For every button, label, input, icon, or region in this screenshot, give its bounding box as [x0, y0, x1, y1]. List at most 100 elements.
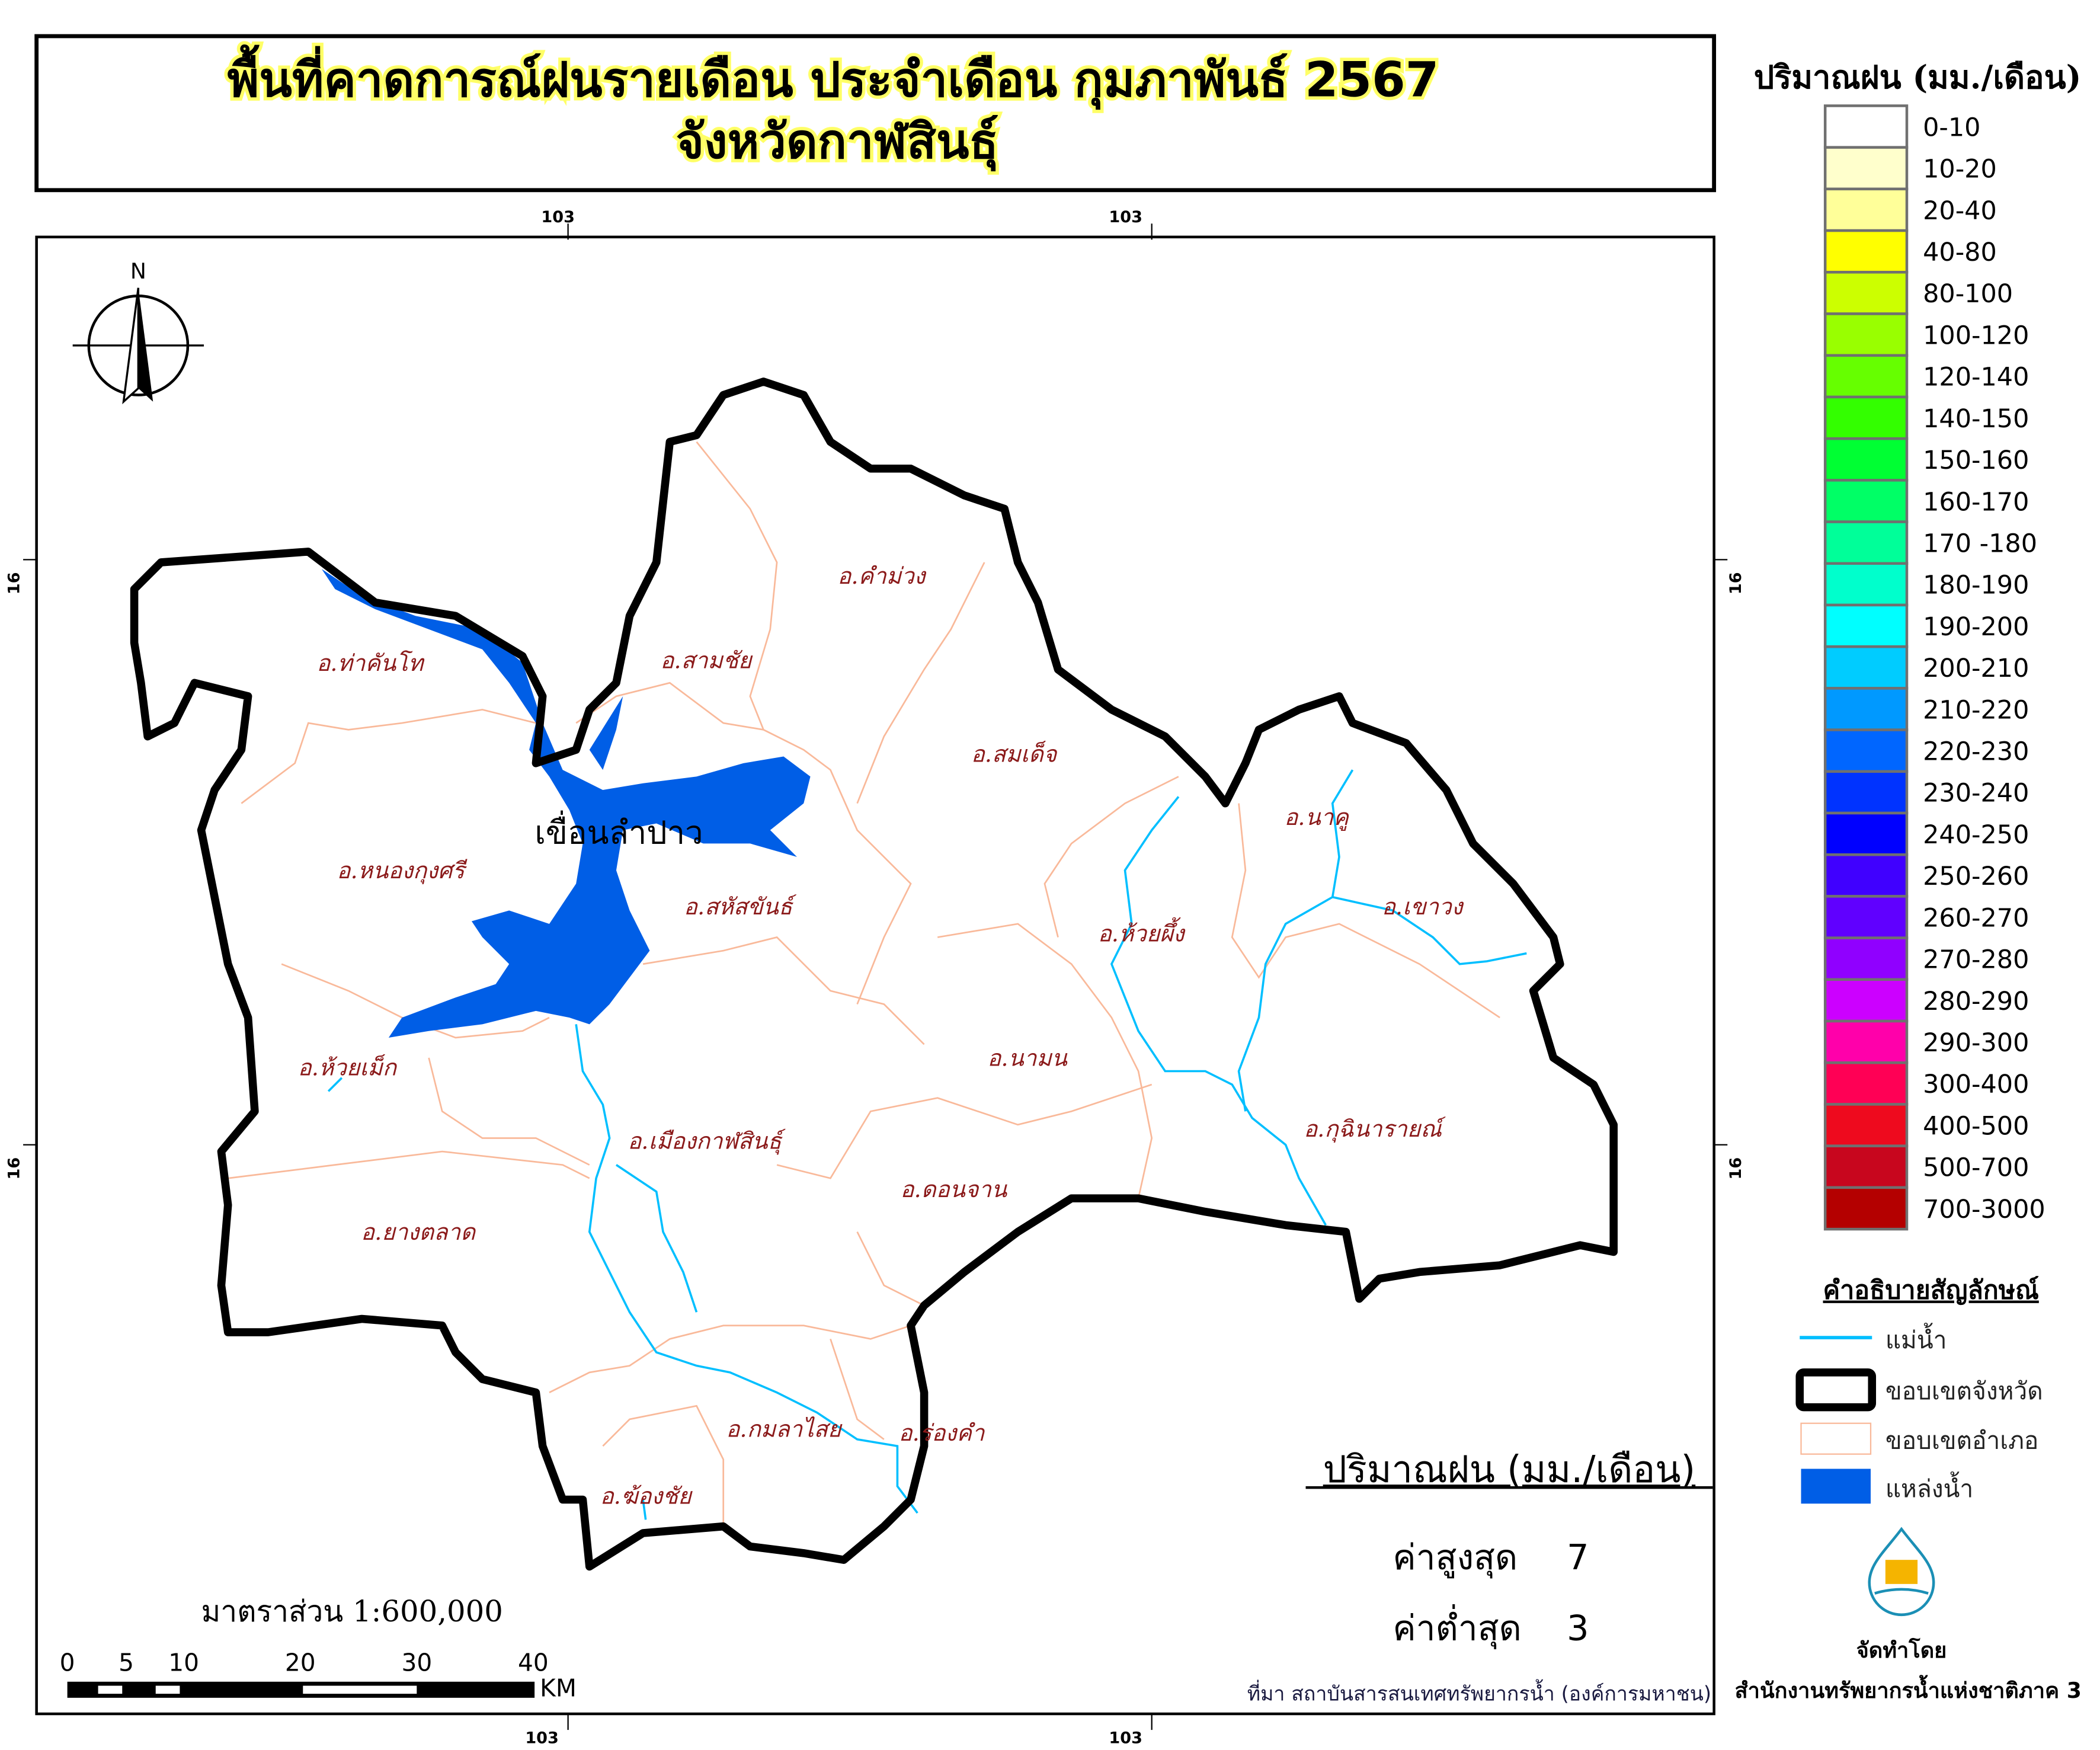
river-label: แม่น้ำ [1885, 1323, 1947, 1354]
symbol-legend: คำอธิบายสัญลักษณ์ แม่น้ำ ขอบเขตจังหวัด ข… [1795, 1276, 2043, 1504]
district-boundary-symbol [1800, 1422, 1872, 1455]
district-label-sam-chai: อ.สามชัย [660, 647, 753, 674]
legend-label: 230-240 [1923, 779, 2029, 808]
district-label-kamalasai: อ.กมลาไสย [726, 1416, 843, 1442]
reservoir-label: เขื่อนลำปาว [534, 810, 703, 851]
legend-label: 400-500 [1923, 1111, 2029, 1141]
title-box: พื้นที่คาดการณ์ฝนรายเดือน ประจำเดือน กุม… [34, 34, 1717, 193]
legend-label: 20-40 [1923, 196, 1997, 226]
legend-swatch [1823, 1186, 1909, 1231]
district-label-kham-muang: อ.คำม่วง [837, 563, 926, 590]
province-boundary [130, 377, 1618, 1571]
rainfall-stats: ปริมาณฝน (มม./เดือน) ค่าสูงสุด 7 ค่าต่ำส… [1305, 1447, 1713, 1650]
district-labels: อ.คำม่วง อ.สามชัย อ.ท่าคันโท อ.สมเด็จ อ.… [298, 563, 1464, 1509]
water-body-label: แหล่งน้ำ [1885, 1471, 1973, 1503]
district-label-kuchinarai: อ.กุฉินารายณ์ [1304, 1116, 1446, 1143]
legend-swatch [1823, 354, 1909, 399]
district-label-huai-phueng: อ.ห้วยผึ้ง [1098, 917, 1186, 947]
legend-swatch [1823, 770, 1909, 815]
stats-title: ปริมาณฝน (มม./เดือน) [1323, 1447, 1696, 1491]
scale-tick-10: 10 [168, 1649, 199, 1677]
producer-name: สำนักงานทรัพยากรน้ำแห่งชาติภาค 3 [1735, 1675, 2082, 1703]
min-label: ค่าต่ำสุด [1392, 1604, 1521, 1650]
north-label: N [130, 258, 146, 284]
legend-label: 700-3000 [1923, 1195, 2045, 1224]
legend-swatch [1823, 603, 1909, 648]
legend-swatch [1823, 479, 1909, 523]
district-label-mueang-kalasin: อ.เมืองกาฬสินธุ์ [628, 1128, 786, 1156]
scale-text: มาตราส่วน 1:600,000 [201, 1594, 503, 1629]
legend-label: 180-190 [1923, 571, 2029, 600]
legend-title: ปริมาณฝน (มม./เดือน) [1754, 58, 2082, 96]
rivers [327, 769, 1527, 1520]
legend-swatch [1823, 146, 1909, 191]
legend-label: 10-20 [1923, 155, 1997, 184]
legend-label: 210-220 [1923, 695, 2029, 725]
north-arrow-icon: N [72, 258, 204, 405]
district-label-don-chan: อ.ดอนจาน [900, 1176, 1008, 1203]
legend-swatch [1823, 187, 1909, 232]
district-label-somdet: อ.สมเด็จ [971, 741, 1058, 768]
province-boundary-symbol [1795, 1368, 1877, 1412]
district-label-sahatsakhan: อ.สหัสขันธ์ [684, 894, 797, 920]
tick-left-1: 16 [5, 572, 23, 594]
legend-swatch [1823, 312, 1909, 357]
tick-left-2: 16 [5, 1157, 23, 1180]
tick-top-1: 103 [541, 208, 575, 226]
scale-tick-40: 40 [518, 1649, 549, 1677]
map-title: พื้นที่คาดการณ์ฝนรายเดือน ประจำเดือน กุม… [228, 44, 1439, 110]
max-label: ค่าสูงสุด [1392, 1537, 1518, 1579]
legend-swatch [1823, 936, 1909, 981]
min-value: 3 [1567, 1608, 1589, 1649]
legend-swatch [1823, 562, 1909, 607]
district-boundary-label: ขอบเขตอำเภอ [1885, 1426, 2038, 1455]
legend-swatch [1823, 1019, 1909, 1064]
tick-right-2: 16 [1727, 1157, 1745, 1180]
legend-label: 280-290 [1923, 987, 2029, 1016]
legend-label: 200-210 [1923, 654, 2029, 683]
scale-unit: KM [540, 1674, 577, 1703]
legend-label: 140-150 [1923, 404, 2029, 434]
district-label-na-khu: อ.นาคู [1284, 804, 1349, 831]
district-label-yang-talat: อ.ยางตลาด [361, 1219, 476, 1246]
district-label-nong-kung-si: อ.หนองกุงศรี [337, 858, 468, 885]
district-label-rong-kham: อ.ร่องคำ [899, 1420, 985, 1447]
legend-label: 40-80 [1923, 238, 1997, 267]
map-subtitle: จังหวัดกาฬสินธุ์ [676, 114, 998, 172]
tick-top-2: 103 [1109, 208, 1142, 226]
district-label-tha-khantho: อ.ท่าคันโท [316, 650, 425, 677]
district-label-na-mon: อ.นามน [987, 1045, 1068, 1071]
legend-label: 250-260 [1923, 862, 2029, 891]
water-body-symbol [1801, 1469, 1871, 1504]
legend-label: 100-120 [1923, 321, 2029, 350]
legend-label: 190-200 [1923, 612, 2029, 642]
data-source: ที่มา สถาบันสารสนเทศทรัพยากรน้ำ (องค์การ… [1247, 1679, 1711, 1705]
tick-right-1: 16 [1727, 572, 1745, 594]
legend-label: 290-300 [1923, 1028, 2029, 1058]
scale-bar: มาตราส่วน 1:600,000 0 5 10 20 30 40 KM [60, 1594, 577, 1703]
district-label-khong-chai: อ.ฆ้องชัย [600, 1483, 693, 1509]
legend-label: 240-250 [1923, 820, 2029, 850]
legend-swatch [1823, 811, 1909, 856]
legend-swatch [1823, 728, 1909, 773]
scale-tick-20: 20 [285, 1649, 316, 1677]
legend-swatch [1823, 895, 1909, 939]
producer-label: จัดทำโดย [1856, 1637, 1947, 1663]
map-frame [35, 235, 1715, 1716]
legend-swatch [1823, 645, 1909, 690]
legend-swatch [1823, 520, 1909, 565]
legend-swatch [1823, 687, 1909, 731]
grid-ticks: 103 103 103 103 16 16 16 16 [5, 208, 1745, 1748]
max-value: 7 [1567, 1537, 1589, 1578]
legend-label: 80-100 [1923, 279, 2013, 309]
tick-bottom-1: 103 [525, 1729, 559, 1748]
legend-swatch [1823, 978, 1909, 1023]
legend-swatch [1823, 271, 1909, 315]
symbol-legend-title: คำอธิบายสัญลักษณ์ [1823, 1276, 2039, 1306]
district-boundaries [228, 441, 1500, 1527]
reservoir-water-body [321, 569, 811, 1038]
legend-swatch [1823, 853, 1909, 898]
legend-label: 170 -180 [1923, 529, 2037, 558]
legend-label: 300-400 [1923, 1070, 2029, 1099]
